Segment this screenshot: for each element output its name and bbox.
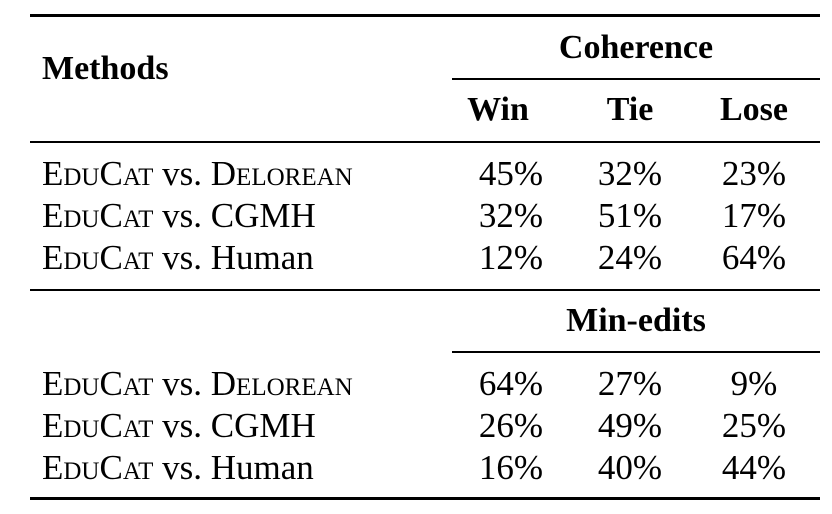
tie-value: 24%: [597, 238, 663, 277]
min-edits-underline: [452, 351, 820, 353]
method-cell: EduCat vs. Human: [42, 450, 314, 485]
min-edits-header: Min-edits: [566, 302, 706, 339]
method-a: EduCat: [42, 364, 154, 403]
method-a: EduCat: [42, 196, 154, 235]
section-divider-rule: [30, 289, 820, 291]
method-b: Delorean: [210, 364, 353, 403]
method-a: EduCat: [42, 238, 154, 277]
lose-value: 25%: [721, 406, 787, 445]
method-a: EduCat: [42, 154, 154, 193]
tie-value: 49%: [597, 406, 663, 445]
win-header: Win: [467, 91, 529, 128]
method-cell: EduCat vs. Human: [42, 240, 314, 275]
vs-text: vs.: [162, 154, 203, 193]
method-b: Human: [210, 448, 314, 487]
lose-value: 44%: [721, 448, 787, 487]
method-cell: EduCat vs. Delorean: [42, 156, 353, 191]
vs-text: vs.: [162, 364, 203, 403]
win-value: 45%: [478, 154, 544, 193]
method-b: CGMH: [210, 196, 316, 235]
method-b: Human: [210, 238, 314, 277]
method-b: CGMH: [210, 406, 316, 445]
lose-value: 64%: [721, 238, 787, 277]
coherence-header: Coherence: [558, 29, 714, 66]
coherence-underline: [452, 78, 820, 80]
top-rule: [30, 14, 820, 17]
lose-header: Lose: [720, 91, 788, 128]
tie-value: 40%: [597, 448, 663, 487]
lose-value: 9%: [730, 364, 778, 403]
lose-value: 23%: [721, 154, 787, 193]
tie-value: 32%: [597, 154, 663, 193]
method-cell: EduCat vs. Delorean: [42, 366, 353, 401]
win-value: 64%: [478, 364, 544, 403]
method-cell: EduCat vs. CGMH: [42, 408, 316, 443]
vs-text: vs.: [162, 448, 203, 487]
method-a: EduCat: [42, 406, 154, 445]
tie-value: 27%: [597, 364, 663, 403]
method-cell: EduCat vs. CGMH: [42, 198, 316, 233]
tie-value: 51%: [597, 196, 663, 235]
win-value: 16%: [478, 448, 544, 487]
tie-header: Tie: [606, 91, 654, 128]
method-b: Delorean: [210, 154, 353, 193]
lose-value: 17%: [721, 196, 787, 235]
win-value: 12%: [478, 238, 544, 277]
method-a: EduCat: [42, 448, 154, 487]
header-bottom-rule: [30, 141, 820, 143]
vs-text: vs.: [162, 238, 203, 277]
vs-text: vs.: [162, 196, 203, 235]
win-value: 26%: [478, 406, 544, 445]
win-value: 32%: [478, 196, 544, 235]
vs-text: vs.: [162, 406, 203, 445]
bottom-rule: [30, 497, 820, 500]
methods-header: Methods: [42, 50, 169, 87]
